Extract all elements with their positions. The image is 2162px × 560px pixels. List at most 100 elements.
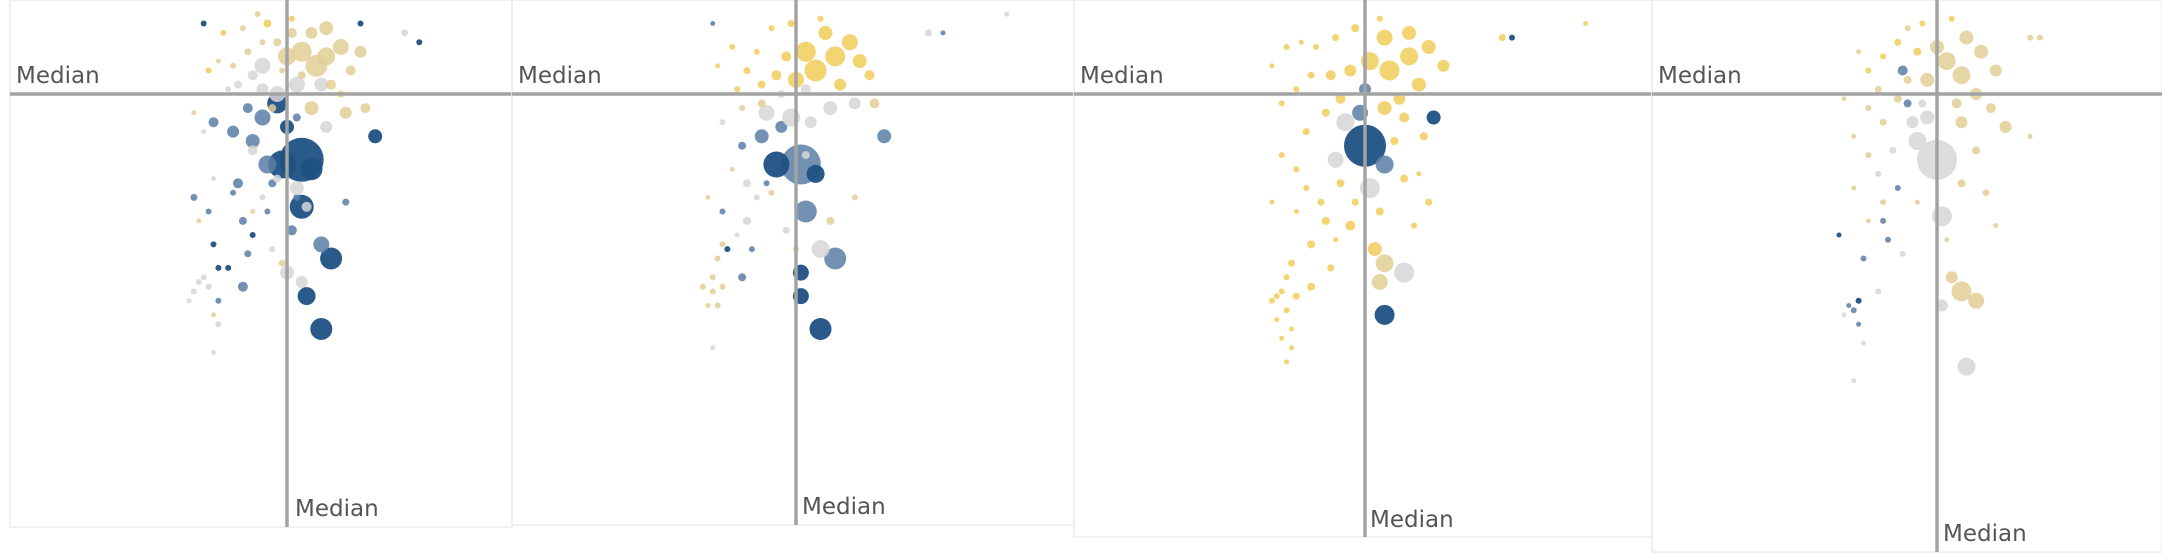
bubble-point[interactable] bbox=[1951, 98, 1962, 109]
bubble-point[interactable] bbox=[1948, 15, 1955, 22]
bubble-point[interactable] bbox=[1914, 199, 1920, 205]
bubble-point[interactable] bbox=[1583, 21, 1588, 26]
bubble-point[interactable] bbox=[215, 297, 222, 304]
bubble-point[interactable] bbox=[259, 194, 266, 201]
bubble-point[interactable] bbox=[319, 21, 334, 36]
bubble-point[interactable] bbox=[748, 246, 755, 253]
bubble-point[interactable] bbox=[800, 84, 811, 95]
bubble-point[interactable] bbox=[1399, 112, 1410, 123]
bubble-point[interactable] bbox=[200, 20, 207, 27]
bubble-point[interactable] bbox=[1278, 288, 1285, 295]
bubble-point[interactable] bbox=[242, 103, 253, 114]
bubble-point[interactable] bbox=[1874, 85, 1882, 93]
bubble-point[interactable] bbox=[1498, 34, 1506, 42]
bubble-point[interactable] bbox=[215, 264, 222, 271]
bubble-point[interactable] bbox=[1945, 271, 1958, 284]
bubble-point[interactable] bbox=[852, 54, 867, 69]
bubble-point[interactable] bbox=[416, 39, 423, 46]
bubble-point[interactable] bbox=[753, 194, 760, 201]
bubble-point[interactable] bbox=[190, 288, 197, 295]
bubble-point[interactable] bbox=[1375, 254, 1394, 273]
bubble-point[interactable] bbox=[1402, 25, 1417, 40]
bubble-point[interactable] bbox=[801, 151, 810, 160]
bubble-point[interactable] bbox=[211, 176, 216, 182]
bubble-point[interactable] bbox=[234, 80, 242, 89]
bubble-point[interactable] bbox=[360, 103, 371, 114]
bubble-point[interactable] bbox=[1919, 20, 1926, 27]
bubble-point[interactable] bbox=[1274, 317, 1280, 323]
bubble-point[interactable] bbox=[1376, 29, 1393, 46]
bubble-point[interactable] bbox=[714, 255, 721, 262]
bubble-point[interactable] bbox=[1278, 100, 1285, 107]
bubble-point[interactable] bbox=[269, 246, 276, 253]
bubble-point[interactable] bbox=[300, 158, 323, 181]
bubble-point[interactable] bbox=[205, 283, 212, 290]
bubble-point[interactable] bbox=[743, 179, 751, 188]
bubble-point[interactable] bbox=[268, 104, 277, 113]
bubble-point[interactable] bbox=[734, 232, 740, 238]
bubble-point[interactable] bbox=[1875, 288, 1882, 295]
bubble-point[interactable] bbox=[877, 129, 892, 144]
bubble-point[interactable] bbox=[186, 298, 192, 304]
bubble-point[interactable] bbox=[317, 47, 336, 66]
bubble-point[interactable] bbox=[1303, 185, 1310, 191]
bubble-point[interactable] bbox=[244, 250, 252, 258]
bubble-point[interactable] bbox=[1411, 77, 1426, 92]
bubble-point[interactable] bbox=[1345, 220, 1356, 231]
bubble-point[interactable] bbox=[848, 97, 861, 110]
bubble-point[interactable] bbox=[215, 321, 222, 328]
bubble-point[interactable] bbox=[1377, 101, 1392, 116]
bubble-point[interactable] bbox=[715, 63, 721, 69]
bubble-point[interactable] bbox=[320, 247, 343, 270]
bubble-point[interactable] bbox=[259, 39, 266, 46]
bubble-point[interactable] bbox=[1509, 34, 1515, 41]
bubble-point[interactable] bbox=[286, 225, 297, 236]
bubble-point[interactable] bbox=[771, 70, 782, 81]
bubble-point[interactable] bbox=[705, 194, 711, 200]
bubble-point[interactable] bbox=[1374, 304, 1395, 325]
bubble-point[interactable] bbox=[1974, 44, 1989, 59]
bubble-point[interactable] bbox=[339, 106, 352, 119]
bubble-point[interactable] bbox=[254, 11, 261, 18]
bubble-point[interactable] bbox=[824, 247, 847, 270]
bubble-point[interactable] bbox=[1880, 217, 1887, 224]
bubble-point[interactable] bbox=[734, 86, 741, 93]
bubble-point[interactable] bbox=[1959, 30, 1974, 45]
bubble-point[interactable] bbox=[195, 279, 202, 285]
bubble-point[interactable] bbox=[1293, 86, 1300, 93]
bubble-point[interactable] bbox=[782, 226, 790, 234]
bubble-point[interactable] bbox=[239, 25, 246, 32]
bubble-point[interactable] bbox=[1875, 170, 1882, 177]
bubble-point[interactable] bbox=[345, 65, 356, 76]
bubble-point[interactable] bbox=[709, 274, 716, 281]
bubble-point[interactable] bbox=[804, 116, 817, 129]
bubble-point[interactable] bbox=[247, 145, 258, 156]
bubble-point[interactable] bbox=[1283, 307, 1290, 314]
bubble-point[interactable] bbox=[301, 201, 312, 212]
bubble-point[interactable] bbox=[1375, 207, 1384, 216]
bubble-point[interactable] bbox=[869, 98, 880, 109]
bubble-point[interactable] bbox=[940, 30, 946, 36]
bubble-point[interactable] bbox=[230, 189, 237, 196]
bubble-point[interactable] bbox=[1841, 312, 1847, 318]
bubble-point[interactable] bbox=[1335, 93, 1346, 104]
bubble-point[interactable] bbox=[710, 21, 716, 26]
bubble-point[interactable] bbox=[1982, 189, 1990, 197]
bubble-point[interactable] bbox=[1292, 292, 1300, 300]
bubble-point[interactable] bbox=[1278, 152, 1285, 159]
bubble-point[interactable] bbox=[2027, 133, 2033, 139]
bubble-point[interactable] bbox=[1421, 40, 1436, 54]
bubble-point[interactable] bbox=[1437, 59, 1450, 72]
bubble-point[interactable] bbox=[289, 181, 304, 195]
bubble-point[interactable] bbox=[238, 216, 247, 225]
bubble-point[interactable] bbox=[834, 78, 847, 91]
bubble-point[interactable] bbox=[249, 232, 256, 238]
bubble-point[interactable] bbox=[768, 25, 775, 32]
bubble-point[interactable] bbox=[1376, 15, 1383, 22]
bubble-point[interactable] bbox=[286, 27, 297, 38]
bubble-point[interactable] bbox=[342, 198, 350, 206]
bubble-point[interactable] bbox=[1351, 24, 1360, 33]
bubble-point[interactable] bbox=[1321, 108, 1330, 117]
bubble-point[interactable] bbox=[1344, 64, 1357, 77]
bubble-point[interactable] bbox=[247, 70, 258, 81]
